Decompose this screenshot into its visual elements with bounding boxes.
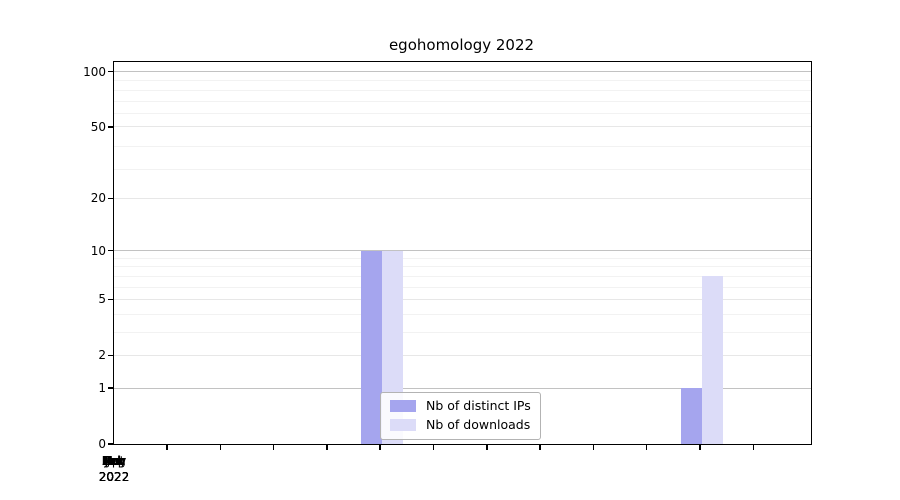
gridline-minor-4 xyxy=(114,313,811,315)
x-tick-9 xyxy=(645,445,648,450)
y-tick-label-10: 10 xyxy=(90,243,106,258)
x-tick-6 xyxy=(486,445,488,450)
x-tick-label-6: Jul 2022 xyxy=(98,454,130,484)
x-tick-7 xyxy=(539,445,541,450)
gridline-minor-59 xyxy=(114,113,811,115)
gridline-1 xyxy=(114,387,811,389)
x-tick-label-5: Jun 2022 xyxy=(98,454,130,484)
legend-swatch-distinct-ips xyxy=(390,400,416,412)
y-tick-label-0: 0 xyxy=(98,437,106,451)
x-tick-11 xyxy=(752,445,755,450)
x-tick-label-7: Aug 2022 xyxy=(98,454,130,484)
x-tick-5 xyxy=(432,445,435,450)
legend: Nb of distinct IPs Nb of downloads xyxy=(380,392,541,440)
x-tick-label-9: Oct 2022 xyxy=(98,454,130,484)
y-tick-5 xyxy=(108,298,113,301)
gridline-100 xyxy=(114,71,811,73)
x-tick-label-11: Dec 2022 xyxy=(98,454,130,484)
x-tick-label-1: Feb 2022 xyxy=(98,454,130,484)
legend-label-distinct-ips: Nb of distinct IPs xyxy=(426,398,531,413)
gridline-2 xyxy=(114,354,811,356)
x-tick-label-4: May 2022 xyxy=(98,454,130,484)
legend-row-downloads: Nb of downloads xyxy=(390,417,531,433)
bar-nov-nb-of-downloads xyxy=(701,276,723,444)
x-tick-label-3: Apr 2022 xyxy=(98,454,130,484)
plot-area: Nb of distinct IPs Nb of downloads 0 1 2 5 1… xyxy=(83,61,812,484)
y-tick-label-2: 2 xyxy=(98,348,106,363)
x-tick-label-8: Sep 2022 xyxy=(98,454,130,484)
gridline-50 xyxy=(114,126,811,128)
legend-swatch-downloads xyxy=(390,419,416,431)
gridline-minor-39 xyxy=(114,145,811,147)
y-tick-1 xyxy=(108,387,113,389)
x-tick-1 xyxy=(219,445,222,450)
x-tick-label-10: Nov 2022 xyxy=(98,454,130,484)
y-tick-50 xyxy=(108,126,113,128)
gridline-minor-89 xyxy=(114,80,811,82)
gridline-minor-7 xyxy=(114,275,811,277)
x-tick-2 xyxy=(272,445,275,450)
gridline-10 xyxy=(114,250,811,252)
y-tick-2 xyxy=(108,354,113,357)
y-tick-20 xyxy=(108,197,113,200)
y-tick-label-5: 5 xyxy=(98,292,106,307)
gridline-minor-29 xyxy=(114,169,811,171)
gridline-minor-6 xyxy=(114,286,811,288)
x-tick-label-2: Mar 2022 xyxy=(98,454,130,484)
x-tick-8 xyxy=(592,445,595,450)
x-tick-3 xyxy=(326,445,328,450)
legend-row-distinct-ips: Nb of distinct IPs xyxy=(390,398,531,414)
bar-nov-nb-of-distinct-ips xyxy=(680,388,702,444)
y-tick-100 xyxy=(108,70,113,73)
x-tick-label-0: Jan 2022 xyxy=(98,454,130,484)
y-tick-label-50: 50 xyxy=(90,119,106,134)
y-tick-0 xyxy=(108,443,113,445)
gridline-5 xyxy=(114,298,811,300)
gridline-minor-69 xyxy=(114,100,811,102)
bar-may-nb-of-distinct-ips xyxy=(360,250,382,444)
x-tick-4 xyxy=(379,445,381,450)
y-tick-label-1: 1 xyxy=(98,381,106,396)
y-tick-label-20: 20 xyxy=(90,191,106,206)
x-tick-10 xyxy=(699,445,701,450)
gridline-minor-8 xyxy=(114,266,811,268)
chart-title: egohomology 2022 xyxy=(388,36,535,54)
gridline-minor-79 xyxy=(114,90,811,91)
gridline-minor-9 xyxy=(114,257,811,259)
y-tick-label-100: 100 xyxy=(83,64,106,79)
x-tick-0 xyxy=(166,445,168,450)
gridline-minor-3 xyxy=(114,331,811,333)
gridline-20 xyxy=(114,197,811,199)
y-tick-10 xyxy=(108,249,113,252)
legend-label-downloads: Nb of downloads xyxy=(426,417,531,432)
